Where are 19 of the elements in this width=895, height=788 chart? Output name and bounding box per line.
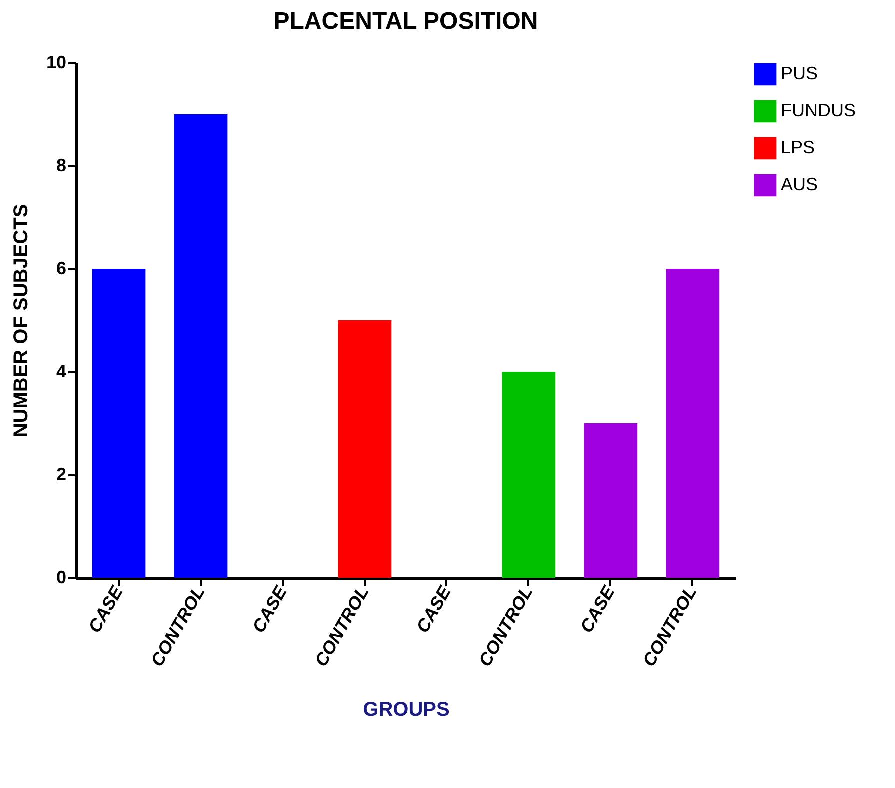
bar (502, 372, 556, 578)
bar (338, 320, 392, 578)
legend-label: PUS (781, 64, 818, 84)
bar (92, 269, 146, 578)
x-axis-title: GROUPS (363, 699, 450, 722)
bar (666, 269, 720, 578)
chart-title: PLACENTAL POSITION (274, 8, 538, 35)
legend-label: LPS (781, 138, 816, 158)
bar (584, 424, 638, 578)
y-axis-title: NUMBER OF SUBJECTS (10, 204, 32, 438)
legend-label: FUNDUS (781, 100, 856, 120)
y-tick-label: 10 (46, 52, 66, 72)
y-tick-label: 2 (56, 464, 66, 484)
y-tick-label: 8 (56, 156, 66, 176)
y-tick-label: 4 (56, 362, 66, 382)
bar (174, 114, 228, 578)
y-tick-label: 6 (56, 258, 66, 278)
y-tick-label: 0 (56, 568, 66, 588)
legend-label: AUS (781, 174, 818, 194)
